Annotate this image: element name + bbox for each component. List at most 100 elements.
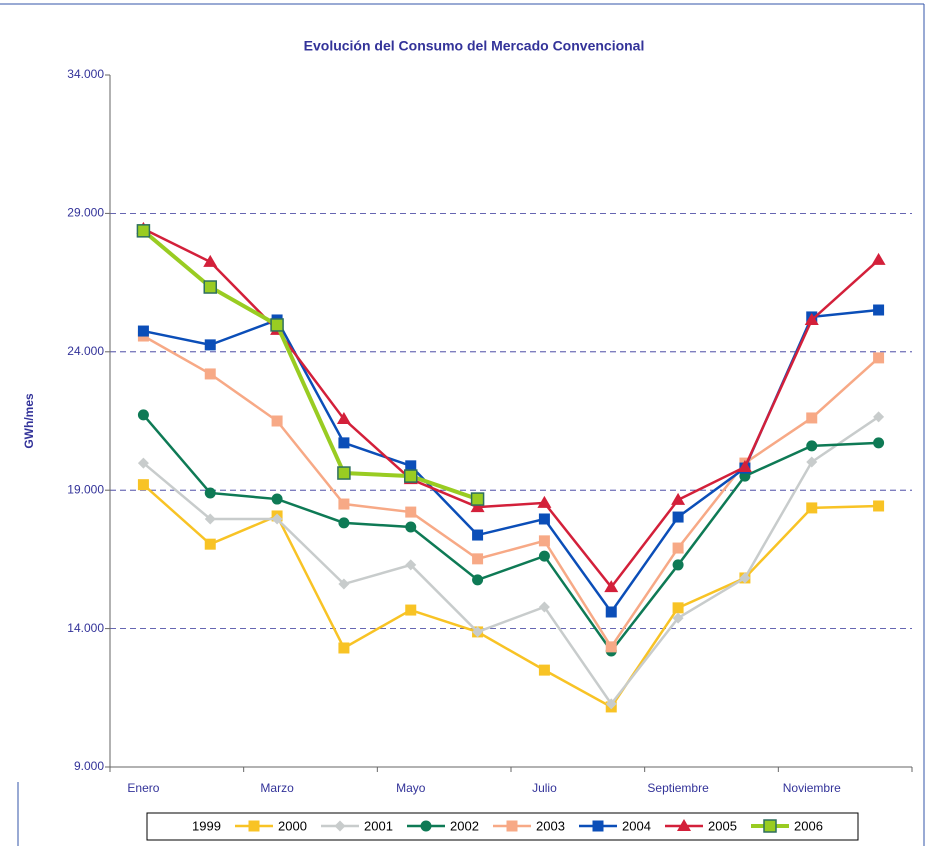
series-line xyxy=(142,334,880,650)
marker xyxy=(204,368,216,380)
marker xyxy=(420,820,432,832)
marker xyxy=(677,819,691,831)
marker xyxy=(537,495,552,508)
marker xyxy=(336,412,351,425)
legend-label: 1999 xyxy=(192,818,221,833)
chart-title: Evolución del Consumo del Mercado Conven… xyxy=(304,38,645,54)
marker xyxy=(203,254,218,267)
marker xyxy=(405,506,417,518)
marker xyxy=(538,601,550,613)
y-tick-label: 24.000 xyxy=(67,344,104,358)
x-tick-label: Noviembre xyxy=(783,781,841,795)
y-tick-label: 34.000 xyxy=(67,67,104,81)
x-tick-label: Enero xyxy=(127,781,159,795)
marker xyxy=(338,642,350,654)
marker xyxy=(672,511,684,523)
legend-label: 2001 xyxy=(364,818,393,833)
marker xyxy=(873,437,885,449)
marker xyxy=(804,312,819,325)
x-tick-label: Mayo xyxy=(396,781,426,795)
marker xyxy=(806,440,818,452)
marker xyxy=(248,820,260,832)
marker xyxy=(538,664,550,676)
marker xyxy=(271,415,283,427)
marker xyxy=(472,574,484,586)
marker xyxy=(873,500,885,512)
x-tick-label: Julio xyxy=(532,781,557,795)
marker xyxy=(806,456,818,468)
marker xyxy=(873,411,885,423)
marker xyxy=(472,529,484,541)
marker xyxy=(871,252,886,265)
marker xyxy=(405,559,417,571)
marker xyxy=(763,819,777,833)
marker xyxy=(592,820,604,832)
marker xyxy=(605,641,617,653)
marker xyxy=(672,602,684,614)
marker xyxy=(137,325,149,337)
marker xyxy=(604,580,619,593)
marker xyxy=(405,521,417,533)
marker xyxy=(338,437,350,449)
marker xyxy=(506,820,518,832)
legend-label: 2004 xyxy=(622,818,651,833)
marker xyxy=(338,578,350,590)
marker xyxy=(605,698,617,710)
marker xyxy=(136,224,151,238)
series-line xyxy=(142,483,879,709)
marker xyxy=(472,553,484,565)
marker xyxy=(271,513,283,525)
legend-label: 2006 xyxy=(794,818,823,833)
marker xyxy=(204,339,216,351)
marker xyxy=(204,487,216,499)
marker xyxy=(137,409,149,421)
marker xyxy=(404,469,418,483)
x-tick-label: Septiembre xyxy=(647,781,709,795)
marker xyxy=(270,318,284,332)
marker xyxy=(739,572,751,584)
series-line xyxy=(142,229,479,501)
marker xyxy=(204,513,216,525)
marker xyxy=(605,606,617,618)
y-tick-label: 19.000 xyxy=(67,482,104,496)
marker xyxy=(671,492,686,505)
legend-label: 2000 xyxy=(278,818,307,833)
marker xyxy=(672,542,684,554)
marker xyxy=(806,502,818,514)
marker xyxy=(405,460,417,472)
x-tick-label: Marzo xyxy=(260,781,294,795)
y-tick-label: 29.000 xyxy=(67,206,104,220)
marker xyxy=(405,604,417,616)
marker xyxy=(338,498,350,510)
y-tick-label: 14.000 xyxy=(67,621,104,635)
marker xyxy=(204,538,216,550)
marker xyxy=(470,492,485,506)
series-line xyxy=(142,414,879,654)
marker xyxy=(337,466,351,480)
marker xyxy=(470,500,485,513)
marker xyxy=(472,626,484,638)
marker xyxy=(873,304,885,316)
marker xyxy=(338,517,350,529)
marker xyxy=(538,550,550,562)
marker xyxy=(137,479,149,491)
marker xyxy=(672,612,684,624)
marker xyxy=(203,280,217,294)
marker xyxy=(873,352,885,364)
y-tick-label: 9.000 xyxy=(74,759,104,773)
legend-label: 2003 xyxy=(536,818,565,833)
marker xyxy=(672,559,684,571)
marker xyxy=(737,459,752,472)
marker xyxy=(334,820,346,832)
series-line xyxy=(142,415,880,707)
y-axis-label: GWh/mes xyxy=(22,393,36,449)
marker xyxy=(538,535,550,547)
legend-label: 2002 xyxy=(450,818,479,833)
marker xyxy=(538,513,550,525)
marker xyxy=(271,493,283,505)
marker xyxy=(137,457,149,469)
marker xyxy=(806,412,818,424)
legend-label: 2005 xyxy=(708,818,737,833)
